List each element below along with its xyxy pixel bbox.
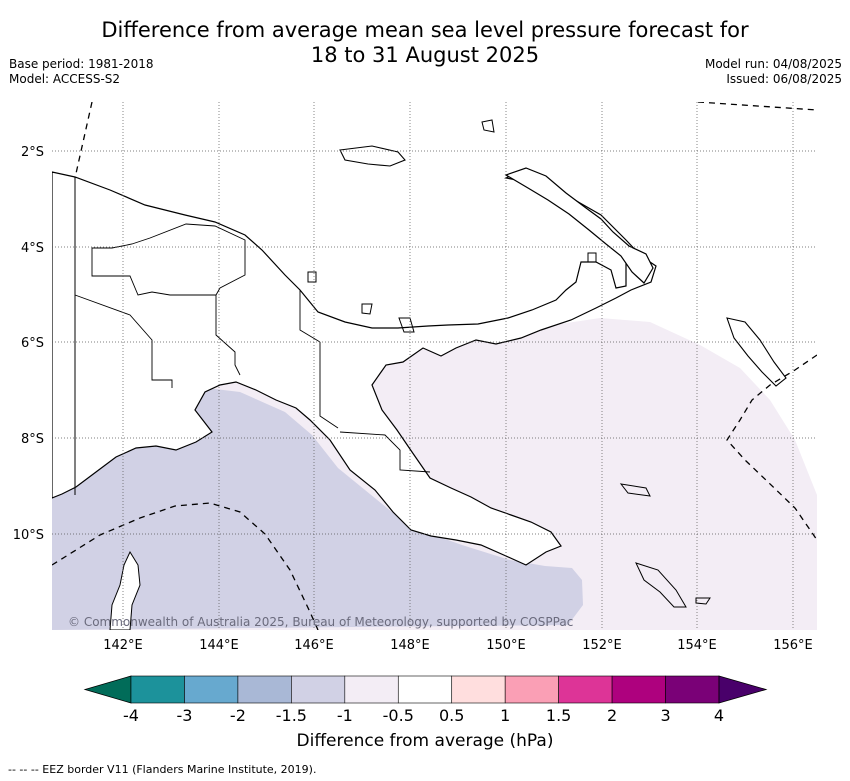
lat-label-8s: 8°S [21, 432, 44, 447]
lon-label-146e: 146°E [294, 638, 334, 653]
colorbar-tick-label: -2 [230, 706, 246, 725]
issued-date: Issued: 06/08/2025 [726, 72, 842, 86]
lon-label-148e: 148°E [390, 638, 430, 653]
colorbar-swatch [397, 675, 453, 704]
cape-york-outline [109, 550, 141, 630]
colorbar-tick-label: -0.5 [383, 706, 414, 725]
colorbar-swatch [130, 675, 185, 704]
colorbar-label: Difference from average (hPa) [296, 731, 554, 751]
small-islands [307, 119, 597, 333]
colorbar-tick-label: 1.5 [546, 706, 571, 725]
lon-label-150e: 150°E [486, 638, 526, 653]
colorbar-extend-max [718, 675, 768, 704]
lon-label-144e: 144°E [199, 638, 239, 653]
colorbar-tick-label: 4 [714, 706, 724, 725]
colorbar-swatch [291, 675, 346, 704]
lon-label-156e: 156°E [773, 638, 813, 653]
metadata-right: Model run: 04/08/2025 Issued: 06/08/2025 [705, 57, 842, 87]
map-title: Difference from average mean sea level p… [0, 18, 850, 68]
copyright-notice: © Commonwealth of Australia 2025, Bureau… [68, 615, 573, 629]
lon-label-154e: 154°E [677, 638, 717, 653]
map-panel: © Commonwealth of Australia 2025, Bureau… [52, 102, 817, 630]
bougainville-outline [726, 317, 787, 387]
colorbar-tick-label: 0.5 [439, 706, 464, 725]
lon-label-142e: 142°E [103, 638, 143, 653]
colorbar-swatch [344, 675, 399, 704]
colorbar-tick-label: -1 [337, 706, 353, 725]
eez-footnote: -- -- -- EEZ border V11 (Flanders Marine… [8, 763, 317, 776]
lon-label-152e: 152°E [582, 638, 622, 653]
colorbar-tick-label: 3 [660, 706, 670, 725]
colorbar-tick-label: 2 [607, 706, 617, 725]
lat-label-4s: 4°S [21, 241, 44, 256]
woodlark-islands [619, 483, 711, 608]
base-period: Base period: 1981-2018 [9, 57, 154, 71]
colorbar: -4 -3 -2 -1.5 -1 -0.5 0.5 1 1.5 2 3 4 [83, 675, 768, 725]
eez-border [52, 102, 817, 630]
colorbar-swatch [184, 675, 239, 704]
lat-label-2s: 2°S [21, 145, 44, 160]
model-name: Model: ACCESS-S2 [9, 72, 121, 86]
colorbar-swatch [665, 675, 720, 704]
metadata-left: Base period: 1981-2018 Model: ACCESS-S2 [9, 57, 154, 87]
colorbar-swatch [504, 675, 559, 704]
new-britain-outline [504, 167, 654, 284]
model-run: Model run: 04/08/2025 [704, 57, 842, 71]
lat-label-10s: 10°S [13, 528, 44, 543]
title-line-1: Difference from average mean sea level p… [101, 18, 749, 42]
lat-label-6s: 6°S [21, 336, 44, 351]
colorbar-tick-label: 1 [500, 706, 510, 725]
colorbar-swatch [611, 675, 666, 704]
colorbar-tick-label: -1.5 [276, 706, 307, 725]
colorbar-tick-label: -4 [123, 706, 139, 725]
new-guinea-coastline [52, 169, 657, 566]
colorbar-swatch [237, 675, 292, 704]
colorbar-extend-min [83, 675, 132, 704]
province-borders [74, 223, 431, 473]
graticule [52, 102, 817, 630]
colorbar-swatch [451, 675, 506, 704]
colorbar-swatch [558, 675, 613, 704]
colorbar-tick-label: -3 [176, 706, 192, 725]
title-line-2: 18 to 31 August 2025 [310, 43, 540, 67]
